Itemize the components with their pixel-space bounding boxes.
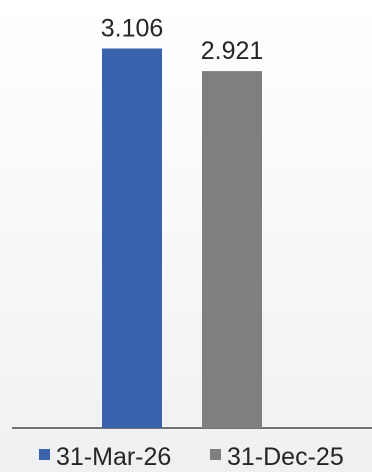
legend: 31-Mar-26 31-Dec-25: [39, 443, 344, 471]
data-label-31-mar-26: 3.106: [101, 14, 164, 42]
data-label-31-dec-25: 2.921: [201, 37, 264, 65]
bars-group: [102, 48, 262, 429]
bar-31-mar-26: [102, 48, 162, 428]
legend-swatch-31-mar-26: [39, 449, 50, 460]
data-labels-group: 3.106 2.921: [101, 14, 264, 65]
legend-swatch-31-dec-25: [210, 449, 221, 460]
legend-label-31-dec-25: 31-Dec-25: [227, 443, 344, 471]
legend-label-31-mar-26: 31-Mar-26: [56, 443, 171, 471]
bar-31-dec-25: [202, 71, 262, 429]
